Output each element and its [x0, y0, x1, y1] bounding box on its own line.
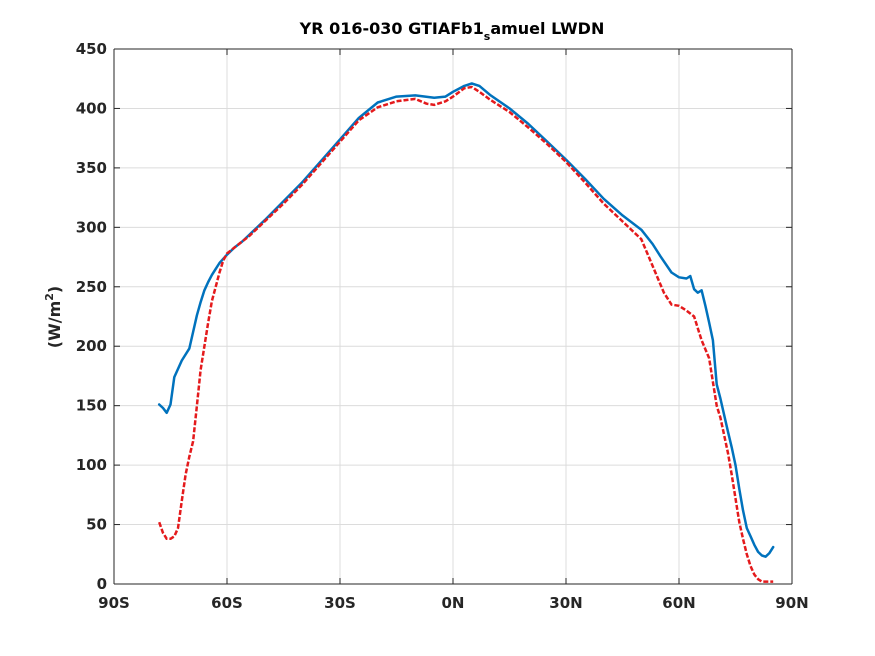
y-axis-label: (W/m2): [43, 286, 64, 348]
chart-title-part-1: YR 016-030 GTIAFb1: [299, 19, 484, 38]
y-tick-label-7: 350: [76, 159, 107, 177]
x-axis-ticks: 90S 60S 30S 0N 30N 60N 90N: [98, 49, 809, 612]
y-axis-label-part-1: (W/m: [45, 301, 64, 348]
y-axis-label-superscript: 2: [43, 293, 56, 301]
y-tick-label-6: 300: [76, 218, 107, 236]
series-line-2: [158, 85, 774, 583]
chart-title-subscript: s: [484, 30, 491, 43]
x-tick-label-6: 90N: [775, 594, 808, 612]
y-axis-ticks: 0 50 100 150 200 250 300 350 400 450: [76, 40, 792, 593]
y-tick-label-1: 50: [86, 516, 107, 534]
x-tick-label-3: 0N: [442, 594, 465, 612]
x-tick-label-1: 60S: [211, 594, 243, 612]
x-tick-label-0: 90S: [98, 594, 130, 612]
y-tick-label-3: 150: [76, 397, 107, 415]
y-tick-label-8: 400: [76, 99, 107, 117]
y-tick-label-0: 0: [97, 575, 107, 593]
y-tick-label-5: 250: [76, 278, 107, 296]
chart-title-part-2: amuel LWDN: [490, 19, 604, 38]
x-tick-label-5: 60N: [662, 594, 695, 612]
x-tick-label-4: 30N: [549, 594, 582, 612]
y-axis-label-part-2: ): [45, 286, 64, 293]
x-tick-label-2: 30S: [324, 594, 356, 612]
series-line-1: [157, 82, 775, 558]
y-tick-label-4: 200: [76, 337, 107, 355]
series-group: [157, 82, 775, 583]
y-tick-label-2: 100: [76, 456, 107, 474]
y-tick-label-9: 450: [76, 40, 107, 58]
chart-title: YR 016-030 GTIAFb1samuel LWDN: [299, 19, 605, 43]
